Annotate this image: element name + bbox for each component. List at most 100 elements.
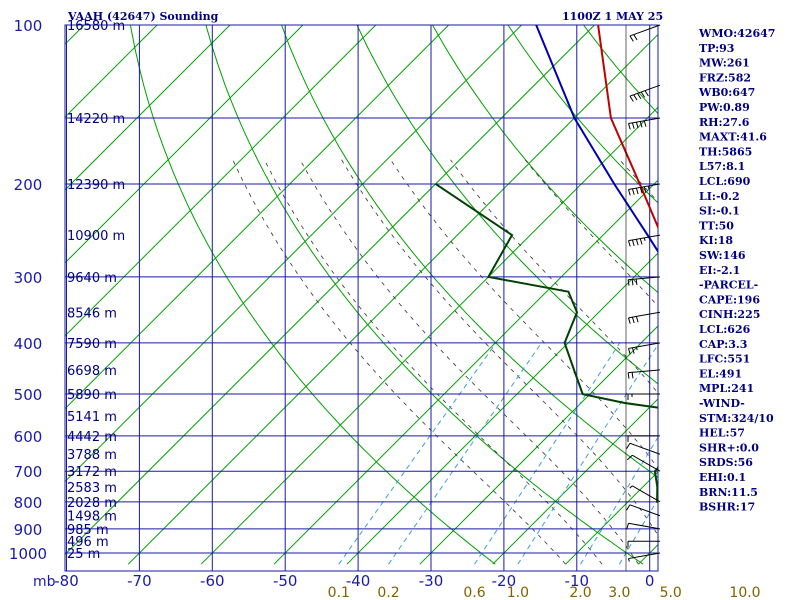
chart-text: VAAH (42647) Sounding 1100Z 1 MAY 25 100 20…: [9, 10, 776, 600]
index-value: MPL:241: [699, 382, 754, 395]
index-value: -WIND-: [699, 397, 745, 410]
mixing-ratio-line: [517, 343, 658, 565]
temperature-tick-label: -50: [273, 572, 298, 590]
index-value: WMO:42647: [698, 27, 775, 40]
mixing-ratio-label: 0.1: [328, 585, 350, 600]
height-label: 7590 m: [67, 337, 117, 352]
index-value: PW:0.89: [699, 101, 750, 114]
temperature-tick-label: -40: [346, 572, 371, 590]
isotherm-line: [65, 25, 231, 191]
moist-adiabat-line: [341, 159, 658, 536]
isotherm-line: [127, 33, 658, 565]
moist-adiabat-line: [390, 159, 658, 469]
isotherm-line: [346, 252, 658, 565]
index-value: LFC:551: [699, 353, 750, 366]
index-value: TH:5865: [699, 145, 752, 158]
mixing-ratio-line: [388, 342, 542, 565]
height-label: 25 m: [67, 547, 100, 562]
index-value: SI:-0.1: [699, 205, 740, 218]
height-label: 4442 m: [67, 430, 117, 445]
index-value: LI:-0.2: [699, 190, 740, 203]
mixing-ratio-label: 3.0: [608, 585, 630, 600]
isotherm-line: [200, 106, 658, 565]
wind-barb: [627, 540, 660, 548]
chart-title: VAAH (42647) Sounding: [67, 10, 219, 23]
wind-barb: [628, 311, 661, 324]
index-value: KI:18: [699, 234, 733, 247]
wind-barb: [628, 183, 661, 196]
wind-barb: [629, 485, 661, 503]
index-value: SRDS:56: [699, 456, 753, 469]
wind-barb: [626, 522, 661, 530]
height-label: 496 m: [67, 535, 109, 550]
pressure-tick-label: 300: [14, 269, 43, 287]
isotherm-line: [565, 471, 658, 565]
wind-barb: [627, 435, 660, 442]
temperature-tick-label: -10: [565, 572, 590, 590]
index-value: STM:324/10: [699, 412, 774, 425]
wind-barb: [627, 369, 661, 379]
wind-barb: [629, 84, 661, 102]
mixing-ratio-line: [338, 342, 497, 565]
temperature-tick-label: -30: [419, 572, 444, 590]
isotherm-line: [65, 25, 304, 264]
height-label: 14220 m: [67, 112, 125, 127]
height-label: 12390 m: [67, 178, 125, 193]
moist-adiabat-line: [299, 159, 639, 565]
dry-adiabat-line: [205, 25, 644, 565]
isotherm-line: [65, 25, 522, 483]
index-value: EI:-2.1: [699, 264, 740, 277]
index-value: TP:93: [699, 42, 734, 55]
pressure-tick-label: 400: [14, 335, 43, 353]
height-label: 8546 m: [67, 306, 117, 321]
chart-time: 1100Z 1 MAY 25: [562, 10, 663, 23]
skewed-isotherms: [0, 25, 658, 565]
index-value: BSHR:17: [699, 501, 755, 514]
index-value: EHI:0.1: [699, 471, 746, 484]
moist-adiabat-line: [232, 159, 566, 565]
pressure-tick-label: 200: [14, 176, 43, 194]
height-label: 3788 m: [67, 448, 117, 463]
index-value: CAP:3.3: [699, 338, 747, 351]
index-value: SHR+:0.0: [699, 441, 759, 454]
mixing-ratio-line: [474, 342, 621, 565]
index-value: EL:491: [699, 367, 742, 380]
mixing-ratio-label: 10.0: [729, 585, 760, 600]
temperature-tick-label: -70: [127, 572, 152, 590]
index-value: HEL:57: [699, 427, 745, 440]
wind-barb: [628, 342, 661, 355]
mixing-ratio-label: 0.2: [377, 585, 399, 600]
isotherm-line: [0, 25, 11, 564]
height-label: 10900 m: [67, 229, 125, 244]
pressure-tick-label: 100: [14, 17, 43, 35]
mixing-ratio-label: 0.6: [463, 585, 485, 600]
mixing-ratio-lines: [338, 342, 658, 565]
height-label: 9640 m: [67, 271, 117, 286]
dewpoint-trace: [435, 183, 658, 504]
height-label: 1498 m: [67, 510, 117, 525]
index-value: SW:146: [699, 249, 746, 262]
index-value: LCL:690: [699, 175, 751, 188]
wind-barb: [627, 393, 660, 401]
pressure-tick-label: 900: [14, 521, 43, 539]
index-value: FRZ:582: [699, 71, 751, 84]
index-value: CINH:225: [699, 308, 760, 321]
index-value: TT:50: [699, 219, 734, 232]
index-value: RH:27.6: [699, 116, 750, 129]
index-value: -PARCEL-: [699, 279, 758, 292]
wind-barb: [628, 552, 661, 562]
index-value: MAXT:41.6: [699, 131, 767, 144]
height-label: 16580 m: [67, 19, 125, 34]
height-label: 3172 m: [67, 465, 117, 480]
pressure-tick-label: 600: [14, 428, 43, 446]
temperature-tick-label: -60: [200, 572, 225, 590]
pressure-tick-label: 700: [14, 463, 43, 481]
index-value: L57:8.1: [699, 160, 745, 173]
wind-barbs: [625, 24, 661, 571]
pressure-tick-label: 1000: [9, 545, 47, 563]
index-value: LCL:626: [699, 323, 751, 336]
dry-adiabat-line: [281, 25, 658, 478]
height-label: 2028 m: [67, 496, 117, 511]
isotherm-line: [65, 25, 377, 337]
isotherm-line: [65, 25, 450, 410]
